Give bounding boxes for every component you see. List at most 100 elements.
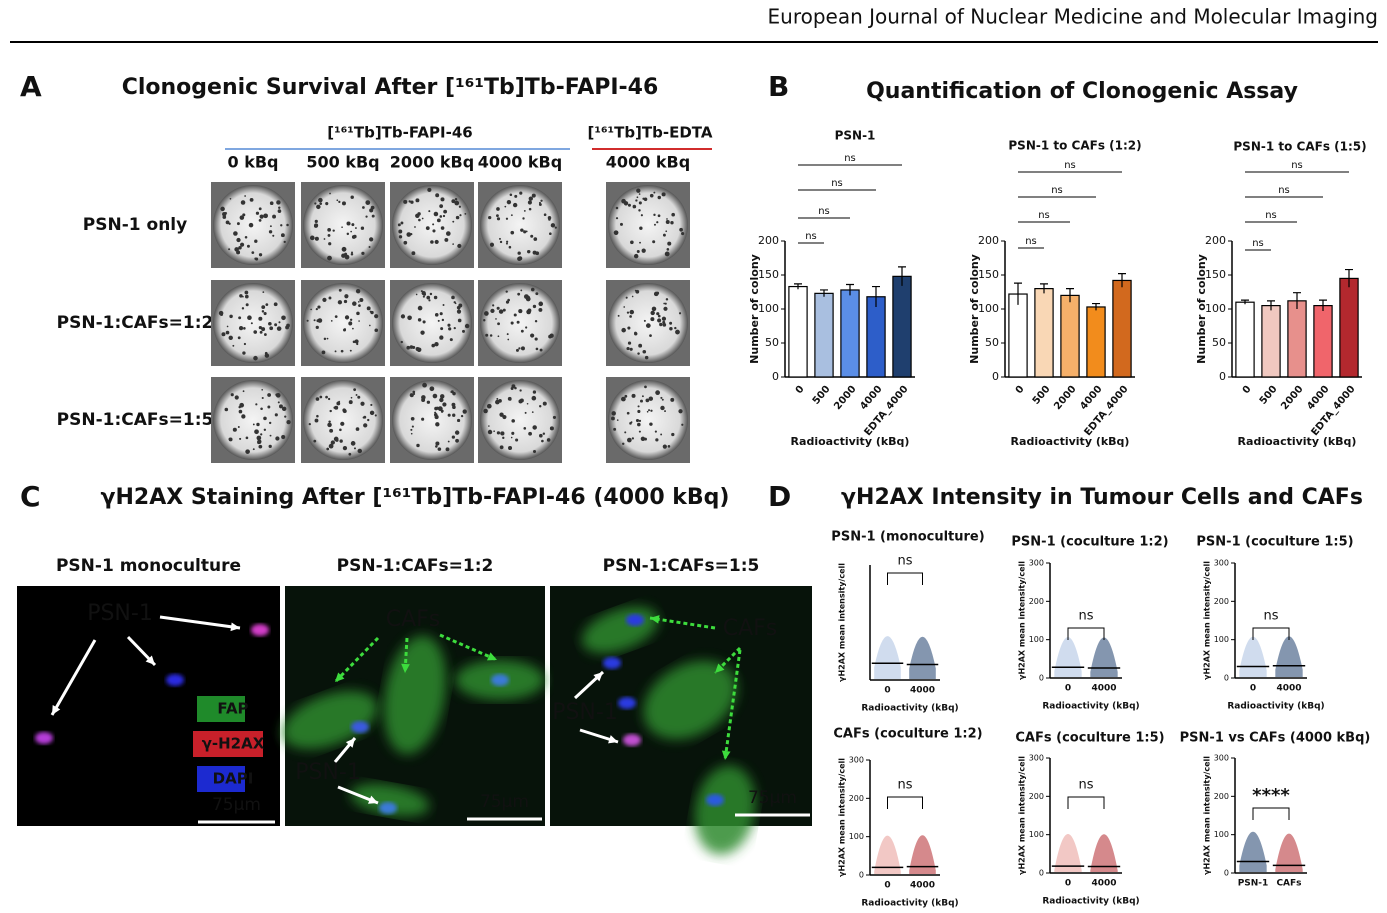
colony [495,318,497,320]
colony [238,325,244,331]
colony [326,337,329,340]
y-tick-label: 300 [1029,559,1044,568]
colony [234,247,239,252]
bar [1086,306,1106,378]
nucleus [251,624,269,636]
x-tick-label: 0 [1250,684,1256,694]
colony [342,445,348,451]
arrow [333,636,380,684]
colony [326,447,330,451]
colony [250,322,253,325]
distribution [909,636,936,679]
colony [348,321,353,326]
colony [507,445,513,451]
colony [454,430,460,435]
colony [452,413,456,417]
colony [455,215,460,220]
column-label: 4000 kBq [478,153,562,172]
colony [407,315,412,321]
arrow-head [593,672,603,682]
colony [661,398,664,401]
colony [530,287,535,292]
bracket [887,796,923,809]
colony [314,418,319,423]
colony [627,203,631,207]
colony [454,302,457,305]
colony [638,193,641,195]
colony [319,202,323,205]
bar [866,296,886,378]
nucleus [35,732,53,744]
colony [225,220,230,225]
colony [369,208,374,213]
colony [539,348,543,352]
colony [531,411,534,413]
colony [421,291,426,296]
x-axis-label: Radioactivity (kBq) [791,435,910,448]
colony [636,196,639,199]
colony [281,315,286,321]
colony [329,428,334,433]
error-bar [1118,273,1126,288]
distribution [874,636,901,679]
colony [519,191,523,195]
colony [496,217,501,221]
y-axis-label: Number of colony [748,254,761,364]
row-label: PSN-1:CAFs=1:5 [57,410,214,430]
colony [366,306,371,311]
colony [440,197,445,202]
colony [276,200,281,205]
colony [226,325,229,328]
colony [316,414,319,418]
bar [1112,279,1132,378]
x-tick-label: 4000 [1091,684,1116,694]
colony [496,207,500,211]
colony [236,237,241,243]
colony [444,237,449,242]
y-tick-label: 150 [978,268,999,281]
colony [329,409,332,413]
colony [246,244,250,248]
colony [421,395,426,400]
colony [363,415,367,419]
colony [644,437,647,441]
colony [228,248,231,251]
colony [678,312,682,315]
colony [437,447,442,451]
colony [655,390,661,396]
colony [509,193,513,197]
colony [261,388,264,391]
colony [334,350,337,353]
colony [306,319,309,322]
colony [442,402,447,407]
colony [264,353,270,358]
colony [648,396,654,401]
colony [410,200,414,204]
distribution [1239,831,1267,872]
x-tick-label: 0 [794,384,807,396]
colony [671,432,675,437]
colony [679,227,683,232]
dish [480,380,560,460]
image-label: CAFs [386,607,441,632]
colony [343,328,347,332]
colony [645,323,651,328]
colony [538,307,543,312]
colony [457,243,462,249]
colony [650,310,655,316]
y-tick-label: 200 [1214,597,1229,606]
colony [506,199,512,205]
y-tick-label: 150 [758,268,779,281]
colony [232,427,237,432]
caf-cell [383,635,447,755]
colony [507,396,512,401]
colony [498,399,502,403]
colony [635,199,638,202]
distribution [1090,834,1118,872]
colony [506,240,509,243]
y-tick-label: 0 [1219,370,1226,383]
colony [549,426,554,431]
y-tick-label: 0 [772,370,779,383]
colony [550,223,556,228]
colony [538,301,544,307]
